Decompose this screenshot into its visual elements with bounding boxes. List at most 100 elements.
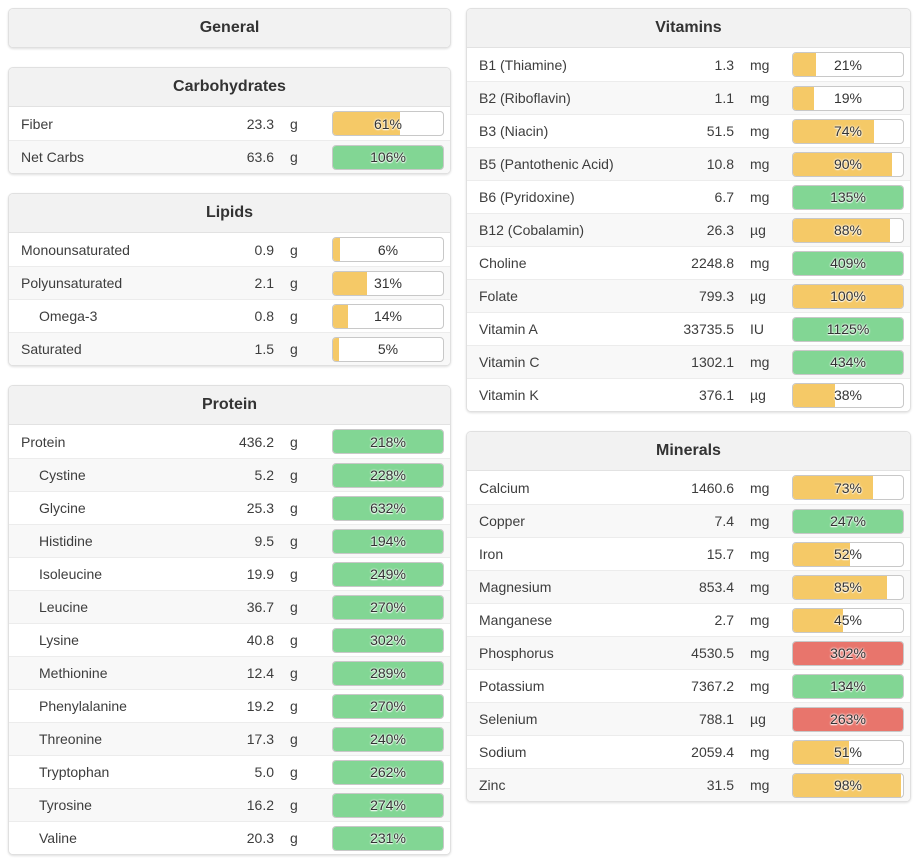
progress-fill [333,562,443,586]
nutrient-value: 5.2 [254,467,274,483]
panel-body: Fiber 23.3 g 61% Net Carbs 63.6 g 106% [9,107,450,173]
nutrient-unit: mg [750,354,770,370]
nutrient-label: Saturated [21,341,82,357]
nutrient-label: Valine [39,830,77,846]
nutrient-unit: g [290,275,298,291]
nutrient-row: Cystine 5.2 g 228% [9,458,450,491]
progress-percent: 434% [830,354,866,370]
progress-fill [333,661,443,685]
progress-fill [793,119,875,143]
progress-percent: 61% [373,115,403,132]
nutrient-progress-bar: 270% [332,693,444,719]
panel-header[interactable]: Protein [9,386,450,425]
nutrient-row: Iron 15.7 mg 52% [467,537,910,570]
nutrient-label: Iron [479,546,504,562]
nutrient-row: Phenylalanine 19.2 g 270% [9,689,450,722]
panel-title: Minerals [656,442,721,459]
progress-fill [333,145,443,169]
panel-title: Carbohydrates [173,78,286,95]
nutrient-row: Magnesium 853.4 mg 85% [467,570,910,603]
panel-header[interactable]: Carbohydrates [9,68,450,107]
nutrient-progress-bar: 19% [792,85,904,111]
progress-fill [333,595,443,619]
panel-title: Protein [201,396,258,413]
nutrient-unit: mg [750,156,770,172]
progress-fill [793,476,874,499]
nutrient-progress-bar: 302% [792,640,904,666]
progress-fill [333,529,443,553]
progress-percent: 274% [370,797,406,813]
nutrient-label: B5 (Pantothenic Acid) [479,156,614,172]
progress-percent: 52% [833,546,863,562]
nutrient-label: Vitamin C [479,354,540,370]
nutrient-progress-bar: 263% [792,706,904,732]
panel-general: General [8,8,451,48]
panel-body: Protein 436.2 g 218% Cystine 5.2 g 228% … [9,425,450,854]
nutrient-progress-bar: 249% [332,561,444,587]
progress-fill [793,350,903,374]
panel-protein: Protein Protein 436.2 g 218% Cystine 5.2… [8,385,451,855]
progress-percent: 6% [377,241,399,258]
nutrient-value: 0.9 [254,241,274,258]
nutrient-progress-bar: 90% [792,151,904,177]
nutrient-unit: g [290,599,298,615]
panel-title: Vitamins [655,19,722,36]
nutrient-unit: mg [750,777,770,793]
progress-percent: 302% [370,632,406,648]
nutrient-row: Omega-3 0.8 g 14% [9,299,450,332]
panel-header[interactable]: Lipids [9,194,450,233]
nutrient-progress-bar: 74% [792,118,904,144]
nutrient-unit: mg [750,479,770,496]
nutrient-row: Choline 2248.8 mg 409% [467,246,910,279]
nutrient-value: 36.7 [246,599,274,615]
progress-percent: 5% [377,341,399,357]
progress-fill [333,463,443,487]
nutrient-unit: g [290,115,298,132]
panel-vitamins: Vitamins B1 (Thiamine) 1.3 mg 21% B2 (Ri… [466,8,911,412]
nutrient-unit: g [290,764,298,780]
panel-body: B1 (Thiamine) 1.3 mg 21% B2 (Riboflavin)… [467,48,910,411]
progress-percent: 51% [833,744,863,760]
nutrient-row: B3 (Niacin) 51.5 mg 74% [467,114,910,147]
nutrient-row: Tryptophan 5.0 g 262% [9,755,450,788]
nutrient-unit: mg [750,579,770,595]
panel-header[interactable]: Vitamins [467,9,910,48]
nutrient-row: Lysine 40.8 g 302% [9,623,450,656]
panel-header[interactable]: Minerals [467,432,910,471]
progress-percent: 289% [370,665,406,681]
nutrient-unit: mg [750,189,770,205]
panel-header[interactable]: General [9,9,450,47]
nutrient-row: Isoleucine 19.9 g 249% [9,557,450,590]
nutrient-value: 63.6 [246,149,274,165]
nutrient-unit: µg [750,711,766,727]
nutrient-label: Selenium [479,711,538,727]
nutrient-row: B5 (Pantothenic Acid) 10.8 mg 90% [467,147,910,180]
nutrient-value: 19.2 [246,698,274,714]
nutrient-row: Protein 436.2 g 218% [9,425,450,458]
nutrient-progress-bar: 409% [792,250,904,276]
nutrient-progress-bar: 52% [792,541,904,567]
right-column: Vitamins B1 (Thiamine) 1.3 mg 21% B2 (Ri… [466,8,911,802]
nutrient-progress-bar: 434% [792,349,904,375]
nutrient-progress-bar: 135% [792,184,904,210]
nutrient-row: Valine 20.3 g 231% [9,821,450,854]
nutrient-unit: g [290,241,298,258]
nutrient-label: Vitamin K [479,387,539,403]
nutrient-unit: mg [750,123,770,139]
nutrient-value: 17.3 [246,731,274,747]
nutrient-unit: g [290,698,298,714]
progress-fill [793,218,890,242]
nutrient-row: Potassium 7367.2 mg 134% [467,669,910,702]
progress-percent: 228% [370,467,406,483]
nutrient-progress-bar: 632% [332,495,444,521]
progress-fill [793,707,903,731]
progress-fill [793,185,903,209]
progress-percent: 194% [370,533,406,549]
panel-minerals: Minerals Calcium 1460.6 mg 73% Copper 7.… [466,431,911,802]
progress-percent: 73% [833,479,863,496]
progress-percent: 270% [370,698,406,714]
progress-percent: 21% [833,56,863,73]
nutrient-row: Tyrosine 16.2 g 274% [9,788,450,821]
nutrient-progress-bar: 73% [792,475,904,500]
progress-fill [793,284,903,308]
